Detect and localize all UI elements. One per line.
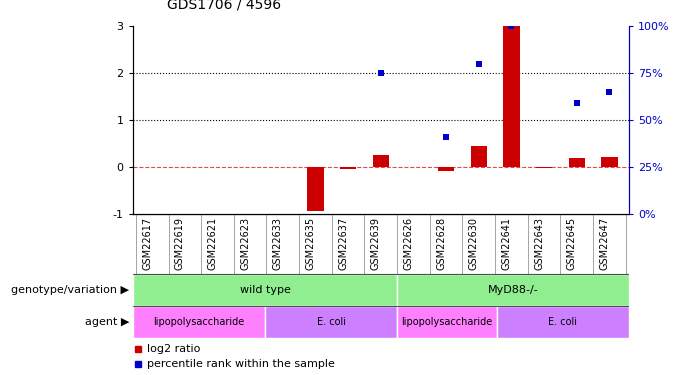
Text: GSM22637: GSM22637 <box>338 217 348 270</box>
Text: GSM22621: GSM22621 <box>207 217 218 270</box>
Text: GSM22643: GSM22643 <box>534 217 544 270</box>
Bar <box>397 306 496 338</box>
Bar <box>536 167 552 168</box>
Bar <box>133 274 397 306</box>
Text: MyD88-/-: MyD88-/- <box>488 285 539 295</box>
Bar <box>340 167 356 169</box>
Text: GSM22617: GSM22617 <box>142 217 152 270</box>
Bar <box>397 274 629 306</box>
Text: percentile rank within the sample: percentile rank within the sample <box>148 359 335 369</box>
Text: GSM22623: GSM22623 <box>240 217 250 270</box>
Text: GSM22639: GSM22639 <box>371 217 381 270</box>
Text: lipopolysaccharide: lipopolysaccharide <box>153 316 244 327</box>
Text: E. coli: E. coli <box>548 316 577 327</box>
Bar <box>496 306 629 338</box>
Text: genotype/variation ▶: genotype/variation ▶ <box>11 285 129 295</box>
Text: GSM22628: GSM22628 <box>436 217 446 270</box>
Bar <box>503 26 520 167</box>
Text: GSM22626: GSM22626 <box>403 217 413 270</box>
Bar <box>601 157 617 167</box>
Text: wild type: wild type <box>239 285 290 295</box>
Text: GSM22647: GSM22647 <box>599 217 609 270</box>
Bar <box>438 167 454 171</box>
Bar <box>133 306 265 338</box>
Bar <box>265 306 397 338</box>
Text: GSM22619: GSM22619 <box>175 217 185 270</box>
Text: lipopolysaccharide: lipopolysaccharide <box>401 316 492 327</box>
Text: GSM22645: GSM22645 <box>566 217 577 270</box>
Bar <box>471 146 487 167</box>
Text: GSM22630: GSM22630 <box>469 217 479 270</box>
Text: log2 ratio: log2 ratio <box>148 344 201 354</box>
Text: GDS1706 / 4596: GDS1706 / 4596 <box>167 0 281 11</box>
Bar <box>568 158 585 167</box>
Bar <box>307 167 324 211</box>
Text: GSM22633: GSM22633 <box>273 217 283 270</box>
Bar <box>373 155 389 167</box>
Text: GSM22641: GSM22641 <box>501 217 511 270</box>
Text: E. coli: E. coli <box>317 316 345 327</box>
Text: GSM22635: GSM22635 <box>305 217 316 270</box>
Text: agent ▶: agent ▶ <box>85 316 129 327</box>
